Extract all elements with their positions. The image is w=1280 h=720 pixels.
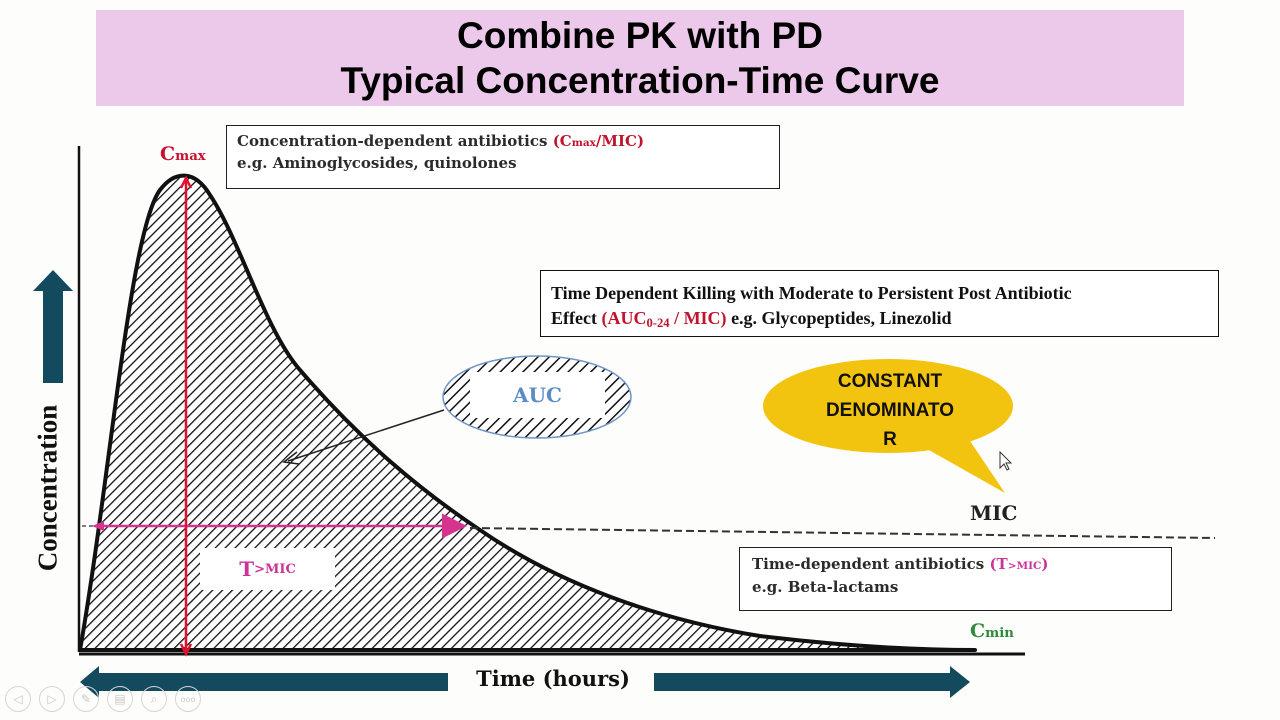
see-all-slides-button[interactable]: ▤ [107, 686, 133, 712]
concentration-curve [78, 173, 977, 652]
more-options-button[interactable]: ooo [175, 686, 201, 712]
callout-text: CONSTANT DENOMINATO R [825, 371, 955, 450]
title-line-2: Typical Concentration-Time Curve [340, 60, 940, 101]
next-icon: ▷ [47, 692, 57, 706]
previous-icon: ◁ [13, 692, 23, 706]
y-axis-label: Concentration [32, 404, 63, 572]
next-slide-button[interactable]: ▷ [39, 686, 65, 712]
magnifier-icon: ⌕ [150, 691, 158, 706]
previous-slide-button[interactable]: ◁ [5, 686, 31, 712]
presentation-controls: ◁ ▷ ✎ ▤ ⌕ ooo [5, 686, 201, 712]
title-banner: Combine PK with PD Typical Concentration… [96, 10, 1184, 106]
title-line-1: Combine PK with PD [457, 15, 823, 56]
slides-icon: ▤ [114, 692, 126, 706]
zoom-button[interactable]: ⌕ [141, 686, 167, 712]
concentration-dependent-box: Concentration-dependent antibiotics (Cma… [226, 125, 780, 189]
mic-line [469, 527, 1216, 539]
cmin-label: Cmin [970, 620, 1014, 642]
constant-denominator-callout [763, 359, 1013, 493]
tmic-label: T >MIC [200, 548, 335, 590]
pen-button[interactable]: ✎ [73, 686, 99, 712]
auc-label: AUC [470, 372, 605, 418]
x-axis-label: Time (hours) [476, 666, 630, 691]
cmax-label: Cmax [160, 143, 206, 165]
more-icon: ooo [180, 694, 196, 704]
mic-label: MIC [970, 501, 1018, 525]
pen-icon: ✎ [80, 692, 92, 706]
mouse-cursor-icon [999, 450, 1013, 471]
y-axis-arrow [33, 270, 73, 383]
time-dependent-box: Time-dependent antibiotics (T>MIC) e.g. … [739, 547, 1172, 611]
time-dependent-pae-box: Time Dependent Killing with Moderate to … [540, 270, 1219, 337]
